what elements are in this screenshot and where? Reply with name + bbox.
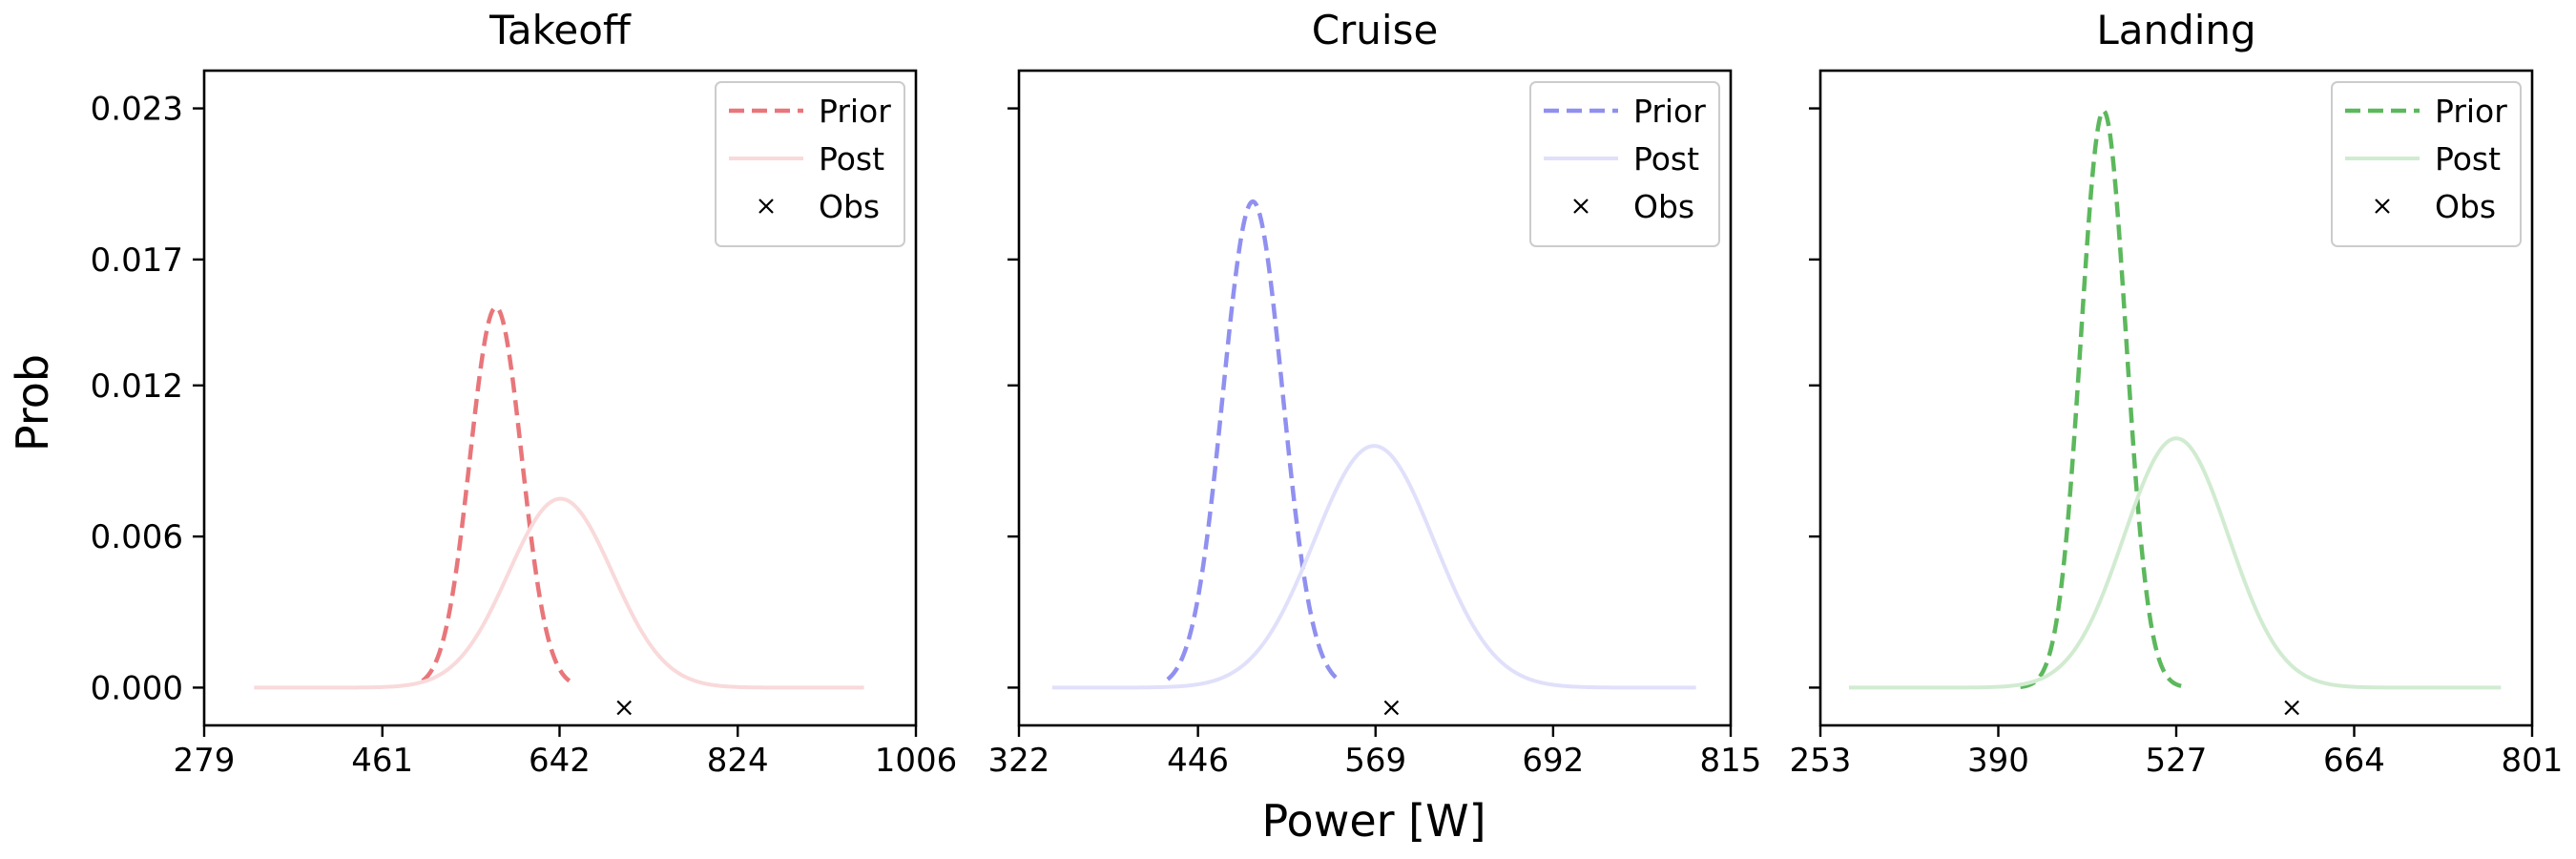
y-tick-label: 0.023 — [91, 91, 183, 129]
legend: Prior Post Obs — [1529, 81, 1720, 247]
observation-marker — [616, 700, 632, 716]
x-tick-label: 692 — [1522, 742, 1584, 780]
legend-label-post: Post — [1633, 140, 1699, 178]
legend: Prior Post Obs — [2331, 81, 2522, 247]
subplot-takeoff: Takeoff 279 461 642 824 1006 0.000 0.006 0.012 0.… — [91, 7, 958, 780]
x-tick-label: 824 — [707, 742, 769, 780]
x-tick-label: 801 — [2502, 742, 2564, 780]
x-tick-label: 642 — [529, 742, 591, 780]
legend-obs-swatch — [2375, 199, 2390, 214]
x-tick-label: 1006 — [875, 742, 958, 780]
legend-label-prior: Prior — [1633, 93, 1706, 130]
legend-box — [715, 81, 905, 247]
subplot-title: Takeoff — [488, 7, 632, 53]
x-tick-label: 815 — [1700, 742, 1762, 780]
series-post-line — [1051, 444, 1696, 690]
series-prior-line — [2020, 108, 2188, 689]
legend-obs-swatch — [1573, 199, 1589, 214]
legend-label-post: Post — [819, 140, 884, 178]
x-tick-label: 569 — [1344, 742, 1406, 780]
legend-label-obs: Obs — [1633, 188, 1694, 225]
legend: Prior Post Obs — [715, 81, 905, 247]
observation-marker — [2284, 700, 2299, 716]
y-axis-label: Prob — [7, 354, 58, 451]
x-tick-label: 322 — [988, 742, 1050, 780]
legend-label-prior: Prior — [819, 93, 891, 130]
x-tick-label: 664 — [2323, 742, 2385, 780]
legend-label-obs: Obs — [2435, 188, 2496, 225]
legend-label-post: Post — [2435, 140, 2501, 178]
x-tick-label: 527 — [2146, 742, 2208, 780]
subplot-title: Cruise — [1312, 7, 1439, 53]
y-tick-label: 0.006 — [91, 518, 183, 556]
subplot-cruise: Cruise 322 446 569 692 815 Prior Post Obs — [988, 7, 1762, 780]
x-tick-label: 279 — [174, 742, 236, 780]
y-tick-label: 0.017 — [91, 241, 183, 280]
series-prior-line — [1166, 199, 1340, 681]
legend-obs-swatch — [758, 199, 774, 214]
legend-label-prior: Prior — [2435, 93, 2507, 130]
x-tick-label: 461 — [351, 742, 413, 780]
subplot-landing: Landing 253 390 527 664 801 Prior Post Obs — [1790, 7, 2564, 780]
legend-box — [2331, 81, 2522, 247]
observation-marker — [1383, 700, 1400, 716]
series-post-line — [1848, 436, 2502, 690]
y-tick-label: 0.000 — [91, 669, 183, 707]
legend-label-obs: Obs — [819, 188, 880, 225]
y-tick-label: 0.012 — [91, 367, 183, 406]
subplot-title: Landing — [2096, 7, 2255, 53]
x-tick-label: 253 — [1790, 742, 1852, 780]
x-tick-label: 390 — [1967, 742, 2029, 780]
x-tick-label: 446 — [1167, 742, 1229, 780]
series-post-line — [254, 496, 864, 690]
legend-box — [1529, 81, 1720, 247]
x-axis-label: Power [W] — [1261, 795, 1485, 847]
